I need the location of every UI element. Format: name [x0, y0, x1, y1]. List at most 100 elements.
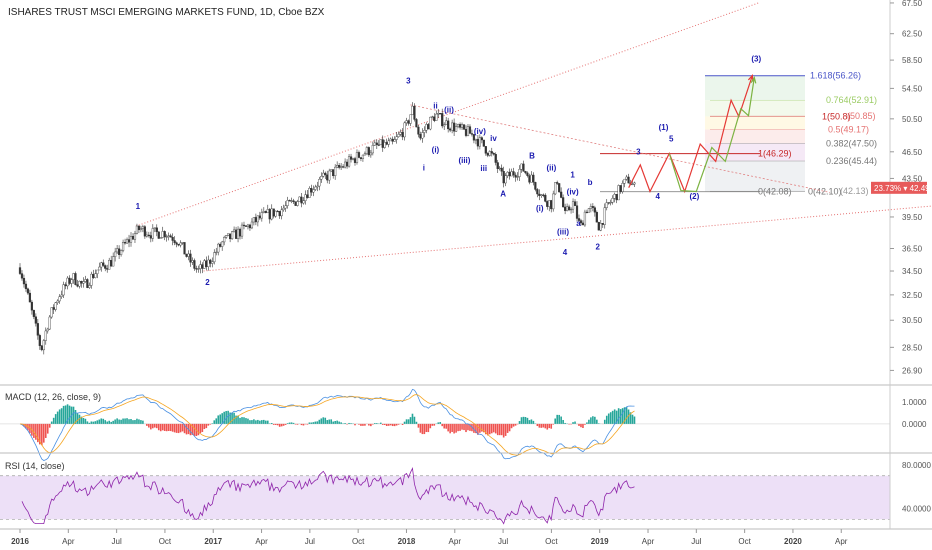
date-tick-label: 2017: [204, 537, 222, 546]
candle-body: [280, 209, 283, 217]
candle-body: [207, 259, 210, 268]
candle-body: [500, 167, 503, 172]
candle-body: [332, 169, 335, 177]
macd-histogram-bar: [461, 423, 463, 430]
macd-histogram-bar: [46, 423, 49, 434]
candle-body: [46, 328, 49, 332]
price-tick-label: 39.50: [902, 213, 923, 222]
macd-histogram-bar: [223, 411, 225, 424]
candle-body: [236, 228, 240, 239]
macd-histogram-bar: [401, 423, 404, 425]
projection-paths[interactable]: [628, 73, 757, 194]
macd-histogram-bar: [114, 419, 116, 424]
macd-histogram-bar: [50, 421, 53, 424]
candle-body: [552, 193, 555, 210]
macd-histogram-bar: [157, 423, 160, 431]
price-tick-label: 30.50: [902, 316, 923, 325]
candle-body: [169, 235, 172, 238]
rsi-title: RSI (14, close): [5, 461, 65, 471]
price-candles: [18, 102, 636, 355]
candle-body: [564, 206, 567, 211]
macd-histogram-bar: [609, 412, 612, 424]
macd-histogram-bar: [542, 423, 545, 428]
candle-body: [167, 235, 170, 237]
macd-histogram-bar: [310, 422, 313, 424]
candle-body: [550, 200, 553, 210]
wave-label: 2: [596, 243, 601, 252]
macd-histogram-bar: [209, 423, 212, 425]
macd-histogram-bar: [500, 423, 503, 436]
macd-histogram-bar: [116, 418, 118, 424]
candle-body: [314, 186, 317, 190]
fib-label: 0.5(49.17): [828, 124, 869, 134]
macd-histogram-bar: [120, 419, 122, 424]
macd-histogram-bar: [62, 405, 65, 424]
macd-histogram-bar: [594, 416, 596, 424]
candle-body: [64, 284, 67, 287]
macd-histogram-bar: [540, 423, 543, 428]
candle-body: [262, 211, 265, 213]
candle-body: [240, 224, 244, 237]
candle-body: [30, 301, 33, 311]
trend-lines[interactable]: [135, 1, 932, 272]
macd-histogram-bar: [514, 423, 517, 426]
candle-body: [123, 242, 127, 244]
macd-histogram-bar: [455, 423, 457, 433]
macd-histogram-bar: [92, 421, 95, 424]
wave-label: 5: [669, 135, 674, 144]
macd-histogram-bar: [41, 423, 43, 446]
macd-histogram-bar: [161, 423, 164, 431]
candle-body: [185, 253, 188, 257]
macd-histogram-bar: [433, 423, 436, 426]
candle-body: [52, 307, 55, 310]
candle-body: [429, 116, 432, 130]
candle-body: [609, 201, 612, 204]
macd-histogram-bar: [25, 423, 27, 429]
macd-histogram-bar: [171, 423, 174, 432]
macd-histogram-bar: [74, 409, 77, 424]
candle-body: [361, 154, 365, 159]
macd-histogram-bar: [35, 423, 37, 440]
macd-histogram-bar: [477, 423, 479, 435]
candle-body: [562, 197, 565, 208]
candle-body: [80, 281, 83, 284]
fib-label: 1(50.8): [822, 111, 851, 121]
candle-body: [82, 281, 85, 284]
macd-histogram-bar: [625, 407, 628, 424]
macd-histogram-bar: [39, 423, 41, 445]
candle-body: [482, 139, 485, 147]
macd-histogram-bar: [42, 423, 45, 443]
macd-histogram-bar: [241, 417, 243, 424]
fib-extension-tool[interactable]: 1.618(56.26) 0.764(52.91) 1(50.8)(50.85) 0.…: [600, 71, 877, 197]
candle-body: [284, 205, 287, 209]
candle-body: [454, 126, 458, 132]
candle-body: [54, 302, 57, 310]
wave-label: A: [500, 189, 506, 198]
macd-histogram-bar: [88, 422, 91, 424]
macd-histogram-bar: [96, 420, 99, 424]
macd-histogram-bar: [411, 413, 414, 424]
candle-body: [569, 208, 573, 211]
macd-histogram-bar: [629, 412, 632, 424]
candle-body: [70, 279, 73, 284]
candle-body: [135, 225, 139, 234]
fib-label: 0(42.10): [808, 187, 842, 197]
candle-body: [112, 256, 115, 267]
macd-histogram-bar: [485, 423, 487, 435]
candle-body: [359, 157, 363, 159]
macd-histogram-bar: [316, 421, 319, 424]
candle-body: [516, 176, 519, 178]
candle-body: [110, 260, 113, 267]
wave-labels: 1 2 3 ii (ii) (i) i (iii) (iv) iv iii A B (ii) 1 b (iv) (…: [136, 54, 762, 287]
macd-histogram-bar: [286, 423, 289, 424]
candle-body: [470, 133, 474, 135]
candle-body: [62, 284, 65, 296]
candle-body: [211, 261, 214, 264]
macd-histogram-bar: [288, 422, 291, 424]
candle-body: [577, 218, 581, 221]
projection-green: [668, 77, 755, 193]
wave-label: (iii): [458, 156, 470, 165]
macd-histogram-bar: [314, 421, 317, 424]
candle-body: [205, 260, 208, 268]
